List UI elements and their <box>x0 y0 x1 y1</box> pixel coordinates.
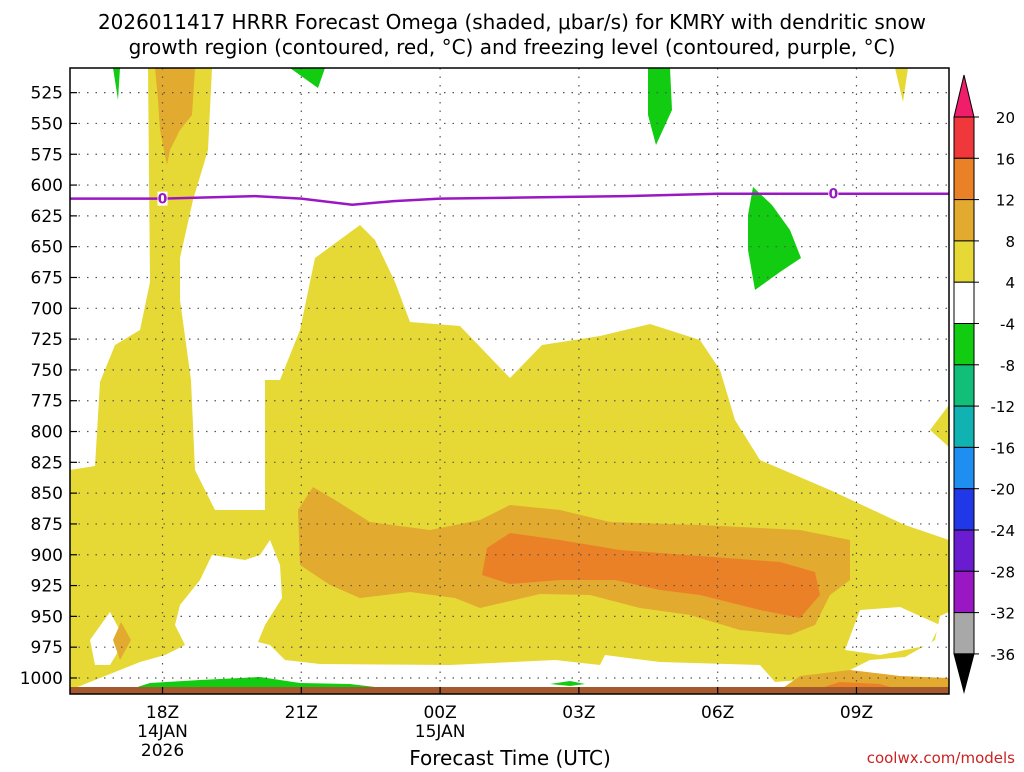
omega-orange-core <box>482 533 820 618</box>
colorbar-label: 12 <box>996 192 1015 210</box>
omega-green-4 <box>113 68 120 100</box>
y-tick-label: 1000 <box>20 669 63 689</box>
colorbar-swatch <box>953 199 975 242</box>
colorbar-swatch <box>953 570 975 614</box>
omega-gold-surface <box>780 670 949 690</box>
freezing-level-label: 0 <box>158 192 168 208</box>
y-tick-label: 875 <box>31 515 63 535</box>
omega-white-gap-1 <box>185 568 262 628</box>
y-tick-label: 525 <box>31 84 63 104</box>
colorbar-label: -24 <box>991 522 1016 540</box>
y-tick-label: 750 <box>31 361 63 381</box>
colorbar-label: 8 <box>1005 233 1015 251</box>
colorbar-label: -36 <box>991 646 1016 664</box>
freezing-level-label: 0 <box>828 187 838 203</box>
y-tick-label: 625 <box>31 207 63 227</box>
y-tick-label: 950 <box>31 607 63 627</box>
colorbar-swatch <box>953 281 975 325</box>
freezing-level-line <box>70 192 949 207</box>
omega-green-1 <box>748 187 801 290</box>
colorbar-label: -12 <box>991 398 1016 416</box>
omega-green-surface-2 <box>550 681 585 686</box>
x-tick-label: 21Z <box>285 703 318 723</box>
colorbar-label: -16 <box>991 439 1016 457</box>
omega-green-surface <box>128 677 380 690</box>
colorbar-label: -32 <box>991 605 1016 623</box>
x-tick-date: 15JAN <box>415 722 466 742</box>
colorbar-swatch <box>953 405 975 448</box>
colorbar-swatch <box>953 323 975 366</box>
omega-green-2 <box>648 68 672 145</box>
x-tick-label: 09Z <box>840 703 873 723</box>
colorbar-label: 4 <box>1005 274 1015 292</box>
plot-frame <box>69 67 950 695</box>
colorbar-swatch <box>953 612 975 655</box>
colorbar-swatch <box>953 488 975 531</box>
omega-yellow-right <box>930 405 949 447</box>
y-tick-label: 850 <box>31 484 63 504</box>
colorbar-swatch <box>953 240 975 283</box>
colorbar-swatch <box>953 529 975 572</box>
colorbar-swatch <box>953 364 975 407</box>
y-tick-label: 975 <box>31 638 63 658</box>
chart-title-line2: growth region (contoured, red, °C) and f… <box>129 35 896 59</box>
y-tick-label: 925 <box>31 577 63 597</box>
colorbar: 20 16 12 8 4 -4 -8 -12 -16 -20 -24 -28 -32 -36 <box>953 74 1016 694</box>
y-tick-label: 825 <box>31 453 63 473</box>
y-tick-label: 675 <box>31 268 63 288</box>
omega-white-gap-2 <box>845 607 940 655</box>
y-tick-label: 900 <box>31 546 63 566</box>
colorbar-label: -28 <box>991 563 1016 581</box>
y-tick-label: 550 <box>31 114 63 134</box>
colorbar-label: -20 <box>991 481 1016 499</box>
colorbar-top-triangle <box>953 74 975 118</box>
y-tick-label: 700 <box>31 299 63 319</box>
omega-gold-small <box>113 622 131 660</box>
x-tick-label: 06Z <box>701 703 734 723</box>
omega-yellow-top-right <box>895 68 908 102</box>
colorbar-swatch <box>953 116 975 159</box>
omega-shading <box>70 68 949 694</box>
colorbar-swatch <box>953 446 975 490</box>
x-tick-label: 03Z <box>562 703 595 723</box>
y-tick-label: 650 <box>31 238 63 258</box>
credit-text: coolwx.com/models <box>867 749 1015 767</box>
colorbar-label: -8 <box>1000 357 1015 375</box>
colorbar-label: 16 <box>996 150 1015 168</box>
freezing-label-bg <box>157 191 168 206</box>
y-tick-label: 575 <box>31 145 63 165</box>
x-tick-label: 00Z <box>423 703 456 723</box>
y-tick-label: 800 <box>31 423 63 443</box>
x-axis-label: Forecast Time (UTC) <box>409 746 611 768</box>
omega-green-3 <box>290 68 325 88</box>
ground-strip <box>70 687 949 694</box>
x-tick-year: 2026 <box>141 741 184 761</box>
omega-white-gap-3 <box>90 612 125 665</box>
y-axis: 525 550 575 600 625 650 675 700 725 750 775 800 825 8… <box>20 84 77 689</box>
x-tick-label: 18Z <box>146 703 179 723</box>
chart-title-line1: 2026011417 HRRR Forecast Omega (shaded, … <box>98 10 926 34</box>
y-tick-label: 600 <box>31 176 63 196</box>
colorbar-label: 20 <box>996 109 1015 127</box>
colorbar-bottom-triangle <box>953 653 975 694</box>
y-tick-label: 725 <box>31 330 63 350</box>
y-tick-label: 775 <box>31 392 63 412</box>
x-tick-date: 14JAN <box>137 722 188 742</box>
colorbar-label: -4 <box>1000 316 1015 334</box>
freezing-label-bg <box>828 186 839 201</box>
colorbar-swatch <box>953 157 975 201</box>
